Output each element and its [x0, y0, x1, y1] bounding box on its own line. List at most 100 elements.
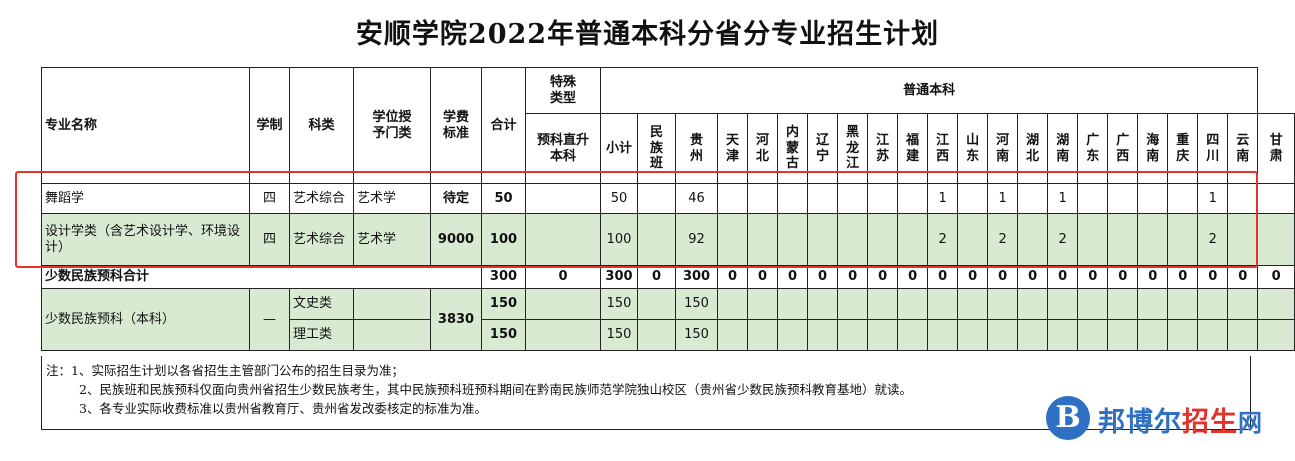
header-province: 海南	[1137, 113, 1169, 184]
header-province: 黑龙江	[837, 113, 869, 184]
province-cell	[1167, 288, 1199, 320]
province-cell	[1017, 213, 1049, 266]
header-province: 天津	[717, 113, 749, 184]
province-cell	[1167, 213, 1199, 266]
header-special-sub: 预科直升本科	[525, 113, 601, 184]
province-cell	[867, 288, 899, 320]
enrollment-plan-table: 专业名称 学制 科类 学位授予门类 学费标准 合计 特殊类型 普通本科 预科直升本科 小计 民族班贵…	[41, 67, 1295, 351]
header-subtotal: 小计	[600, 113, 638, 184]
province-cell	[1137, 288, 1169, 320]
province-cell	[1167, 319, 1199, 351]
province-cell: 0	[1227, 265, 1259, 289]
province-cell: 0	[837, 265, 869, 289]
header-province: 内蒙古	[777, 113, 809, 184]
province-cell	[807, 319, 839, 351]
province-cell	[837, 213, 869, 266]
header-province: 贵州	[675, 113, 719, 184]
province-cell: 92	[675, 213, 719, 266]
province-cell	[1227, 213, 1259, 266]
note-2: 2、民族班和民族预科仅面向贵州省招生少数民族考生，其中民族预科班预科期间在黔南民…	[79, 382, 912, 397]
category-cell: 艺术综合	[289, 183, 354, 214]
province-cell	[1017, 288, 1049, 320]
province-cell	[987, 288, 1019, 320]
province-cell: 0	[1137, 265, 1169, 289]
province-cell	[1107, 288, 1139, 320]
ethnic-cell	[636, 213, 677, 266]
subtotal-cell: 300	[600, 265, 638, 289]
province-cell	[927, 288, 959, 320]
province-cell: 0	[987, 265, 1019, 289]
total-cell: 150	[481, 288, 526, 320]
subtotal-cell: 100	[600, 213, 638, 266]
header-major: 专业名称	[41, 67, 250, 184]
province-cell: 2	[987, 213, 1019, 266]
province-cell	[1137, 213, 1169, 266]
province-cell: 46	[675, 183, 719, 214]
province-cell: 0	[1167, 265, 1199, 289]
category-cell: 艺术综合	[289, 213, 354, 266]
table-row: 理工类 150 150 150	[42, 319, 1295, 351]
province-cell	[747, 213, 779, 266]
header-province: 甘肃	[1257, 113, 1295, 184]
province-cell	[1017, 319, 1049, 351]
header-category: 科类	[289, 67, 354, 184]
province-cell: 0	[1257, 265, 1295, 289]
degree-cell	[353, 288, 431, 320]
degree-cell	[353, 319, 431, 351]
total-cell: 100	[481, 213, 526, 266]
province-cell	[957, 288, 989, 320]
province-cell: 2	[1047, 213, 1079, 266]
total-cell: 50	[481, 183, 526, 214]
province-cell	[1257, 183, 1295, 214]
header-province: 广东	[1077, 113, 1109, 184]
category-cell: 文史类	[289, 288, 354, 320]
table-row: 少数民族预科（本科） — 文史类 3830 150 150 150	[41, 288, 1295, 351]
province-cell	[747, 288, 779, 320]
province-cell	[777, 319, 809, 351]
header-province: 江西	[927, 113, 959, 184]
watermark-b-icon: B	[1046, 396, 1090, 440]
header-fee: 学费标准	[430, 67, 482, 184]
province-cell	[777, 213, 809, 266]
province-cell	[807, 213, 839, 266]
ethnic-cell	[636, 319, 677, 351]
province-cell	[1047, 288, 1079, 320]
major-name: 舞蹈学	[41, 183, 250, 214]
ethnic-cell	[636, 288, 677, 320]
province-cell	[927, 319, 959, 351]
fee-cell: 3830	[430, 288, 482, 351]
province-cell	[717, 288, 749, 320]
province-cell: 0	[717, 265, 749, 289]
province-cell	[867, 213, 899, 266]
duration-cell: —	[249, 288, 290, 351]
province-cell	[987, 319, 1019, 351]
province-cell: 1	[927, 183, 959, 214]
watermark-logo: B 邦博尔招生网	[1046, 394, 1286, 444]
header-province: 湖北	[1017, 113, 1049, 184]
fee-cell: 9000	[430, 213, 482, 266]
province-cell	[1107, 319, 1139, 351]
watermark-text: 邦博尔招生网	[1098, 407, 1263, 438]
header-row: 专业名称 学制 科类 学位授予门类 学费标准 合计 特殊类型 普通本科	[41, 67, 1295, 184]
province-cell	[1227, 288, 1259, 320]
header-province: 山东	[957, 113, 989, 184]
province-cell: 0	[957, 265, 989, 289]
province-cell	[867, 319, 899, 351]
total-cell: 150	[481, 319, 526, 351]
header-province: 河南	[987, 113, 1019, 184]
province-cell	[747, 183, 779, 214]
special-cell	[525, 183, 601, 214]
province-cell: 0	[747, 265, 779, 289]
province-cell: 0	[1047, 265, 1079, 289]
minority-label: 少数民族预科（本科）	[41, 288, 250, 351]
province-cell	[777, 183, 809, 214]
province-cell	[1107, 213, 1139, 266]
header-province: 重庆	[1167, 113, 1199, 184]
province-cell	[807, 288, 839, 320]
page-title: 安顺学院2022年普通本科分省分专业招生计划	[355, 19, 940, 50]
province-cell: 0	[897, 265, 929, 289]
header-province: 云南	[1227, 113, 1259, 184]
province-cell: 2	[1197, 213, 1229, 266]
major-name: 设计学类（含艺术设计学、环境设计）	[41, 213, 250, 266]
province-cell	[1227, 183, 1259, 214]
